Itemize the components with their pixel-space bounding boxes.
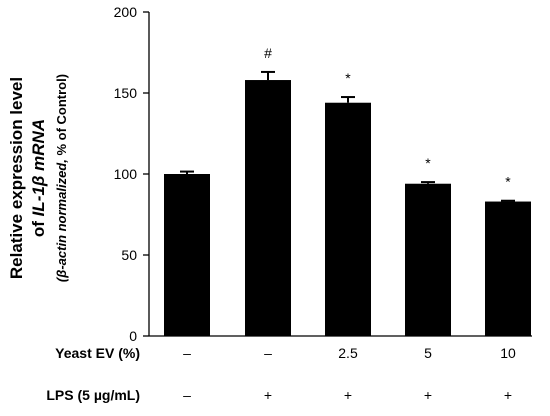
bar [245, 80, 291, 336]
svg-text:Relative expression level: Relative expression level [7, 77, 26, 279]
significance-marker: * [345, 70, 351, 86]
svg-text:of IL-1β mRNA: of IL-1β mRNA [29, 119, 48, 237]
treatment-row-value: + [344, 387, 352, 403]
treatment-row-value: 2.5 [338, 345, 358, 361]
significance-marker: # [264, 45, 272, 61]
treatment-row-value: – [183, 387, 191, 403]
treatment-rows: Yeast EV (%) – – 2.5 5 10 LPS (5 µg/mL) – + + + + [46, 345, 516, 403]
y-axis-label: Relative expression level of IL-1β mRNA … [7, 74, 69, 282]
significance-marker: * [425, 155, 431, 171]
treatment-row-value: – [264, 345, 272, 361]
treatment-row-label: Yeast EV (%) [55, 345, 140, 361]
bar [485, 201, 531, 336]
treatment-row-value: 5 [424, 345, 432, 361]
treatment-row-value: + [424, 387, 432, 403]
bar [405, 183, 451, 336]
treatment-row-value: + [264, 387, 272, 403]
treatment-row-value: 10 [500, 345, 516, 361]
bar [164, 174, 210, 336]
y-tick-label: 50 [121, 247, 137, 263]
ylabel-line1: Relative expression level [7, 77, 26, 279]
treatment-row-value: + [504, 387, 512, 403]
ylabel-line3-plain: % of Control) [54, 74, 69, 159]
y-tick-label: 200 [114, 4, 138, 20]
ylabel-line2-gene: IL-1β mRNA [29, 119, 48, 216]
bars: # * * * [164, 45, 531, 336]
y-tick-label: 150 [114, 85, 138, 101]
y-ticks: 0 50 100 150 200 [114, 4, 149, 344]
treatment-row-label: LPS (5 µg/mL) [46, 387, 140, 403]
svg-text:(β-actin normalized, % of Cont: (β-actin normalized, % of Control) [54, 74, 69, 282]
y-tick-label: 0 [129, 328, 137, 344]
significance-marker: * [505, 174, 511, 190]
treatment-row-value: – [183, 345, 191, 361]
y-tick-label: 100 [114, 166, 138, 182]
ylabel-line3-italic: (β-actin normalized, [54, 159, 69, 282]
ylabel-line2-prefix: of [29, 216, 48, 237]
bar [325, 102, 371, 336]
